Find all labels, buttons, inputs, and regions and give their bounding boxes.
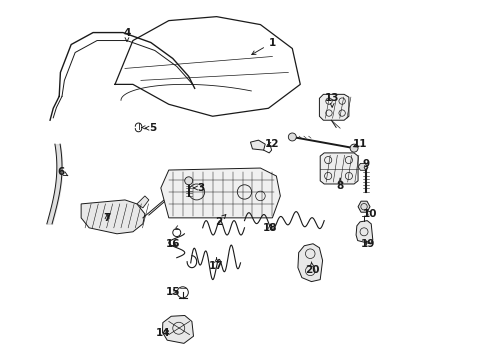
- Polygon shape: [81, 200, 144, 234]
- Circle shape: [288, 133, 296, 141]
- Text: 18: 18: [263, 223, 277, 233]
- Polygon shape: [357, 163, 367, 170]
- Text: 5: 5: [145, 123, 156, 133]
- Text: 8: 8: [336, 178, 343, 191]
- Text: 20: 20: [305, 262, 319, 275]
- Text: 17: 17: [209, 258, 224, 271]
- Text: 19: 19: [360, 239, 374, 249]
- Text: 9: 9: [362, 159, 369, 172]
- Polygon shape: [320, 153, 357, 184]
- Text: 11: 11: [352, 139, 366, 149]
- Polygon shape: [137, 196, 148, 208]
- Polygon shape: [162, 315, 193, 343]
- Polygon shape: [319, 94, 348, 120]
- Text: 4: 4: [123, 28, 130, 41]
- Text: 2: 2: [215, 215, 225, 227]
- Circle shape: [184, 177, 192, 185]
- Polygon shape: [357, 201, 369, 212]
- Text: 13: 13: [324, 93, 339, 107]
- Text: 16: 16: [165, 239, 180, 249]
- Polygon shape: [355, 221, 372, 244]
- Text: 3: 3: [193, 183, 204, 193]
- Text: 12: 12: [264, 139, 279, 149]
- Polygon shape: [250, 140, 264, 150]
- Text: 15: 15: [165, 287, 180, 297]
- Text: 6: 6: [58, 167, 68, 177]
- Text: 1: 1: [251, 37, 275, 55]
- Text: 7: 7: [103, 213, 110, 223]
- Polygon shape: [297, 244, 322, 282]
- Text: 14: 14: [155, 328, 170, 338]
- Circle shape: [349, 144, 357, 152]
- Text: 10: 10: [362, 209, 377, 219]
- Polygon shape: [161, 168, 280, 218]
